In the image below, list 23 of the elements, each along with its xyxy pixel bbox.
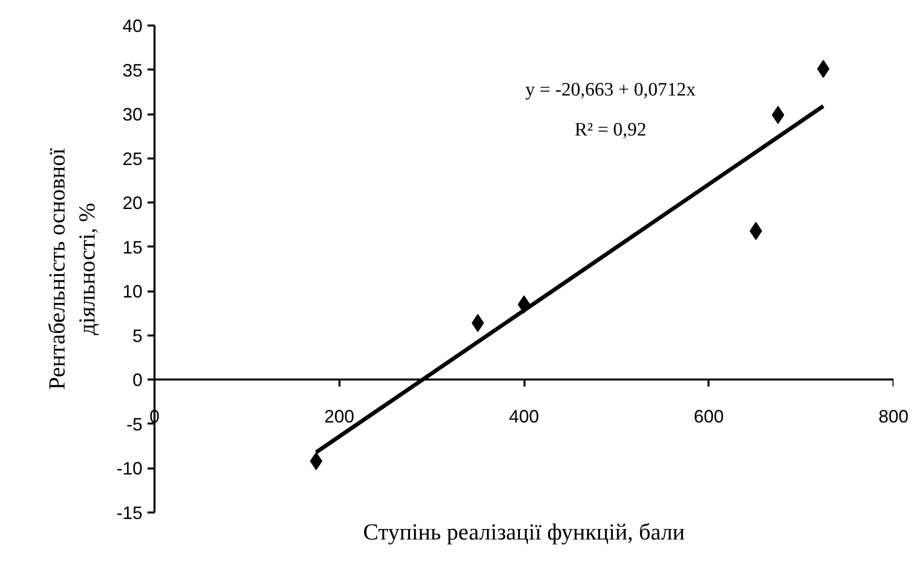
y-tick-label: -5	[126, 414, 143, 434]
y-tick-label: 25	[122, 148, 143, 169]
annotation: y = -20,663 + 0,0712x	[525, 80, 696, 100]
y-axis-title: Рентабельність основної діяльності, %	[44, 148, 100, 390]
x-axis-title: Ступінь реалізації функцій, бали	[363, 520, 685, 544]
point	[750, 222, 762, 240]
y-tick-label: 0	[132, 370, 143, 390]
y-tick-label: 20	[122, 193, 143, 214]
x-tick-label: 200	[324, 406, 354, 426]
x-tick-label: 400	[508, 406, 540, 426]
y-tick-label: 30	[122, 104, 143, 125]
point	[310, 452, 322, 470]
x-tick-label: 600	[694, 406, 724, 426]
y-tick-label: 5	[132, 326, 143, 346]
y-tick-label: 40	[122, 16, 143, 36]
point	[772, 106, 784, 124]
y-tick-label: 15	[122, 237, 143, 258]
y-tick-label: 10	[122, 282, 143, 302]
annotation: R² = 0,92	[574, 120, 646, 140]
y-tick-label: -15	[116, 503, 142, 523]
x-tick-label: 800	[878, 406, 909, 426]
y-tick-label: -10	[116, 458, 142, 479]
y-tick-label: 35	[122, 60, 143, 80]
